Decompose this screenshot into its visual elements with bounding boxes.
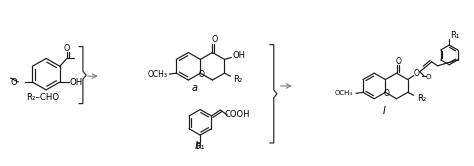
Text: O: O [199, 70, 204, 79]
Text: O: O [396, 57, 401, 66]
Text: R₂: R₂ [233, 75, 242, 83]
Text: COOH: COOH [225, 110, 250, 120]
Text: I: I [383, 106, 385, 116]
Text: R₁: R₁ [451, 31, 460, 40]
Text: R₂: R₂ [417, 94, 426, 103]
Text: O: O [414, 69, 419, 78]
Text: OCH₃: OCH₃ [147, 70, 167, 79]
Text: b: b [195, 141, 201, 151]
Text: O: O [383, 89, 389, 98]
Text: OH: OH [233, 51, 246, 60]
Text: R₁: R₁ [195, 142, 205, 151]
Text: OCH₃: OCH₃ [335, 90, 353, 96]
Text: O: O [211, 35, 218, 44]
Text: O: O [426, 74, 431, 80]
Text: R₂–CHO: R₂–CHO [27, 93, 60, 102]
Text: a: a [191, 83, 197, 93]
Text: OH: OH [69, 78, 82, 86]
Text: O: O [64, 44, 70, 53]
Text: O: O [10, 78, 17, 86]
